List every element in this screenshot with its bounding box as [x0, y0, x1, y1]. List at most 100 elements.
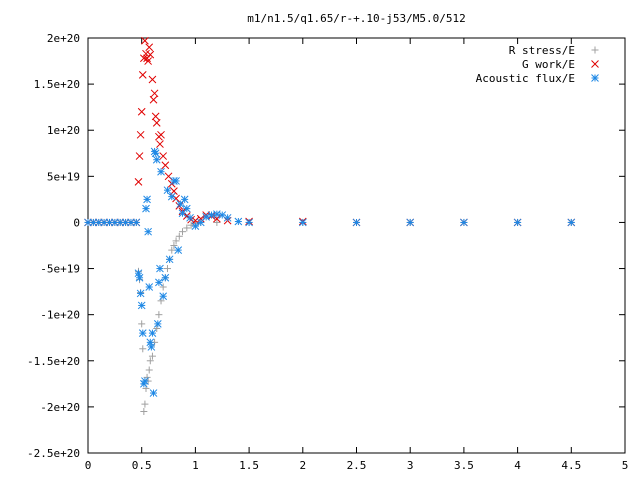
- point-acoustic-flux-e: [135, 273, 144, 282]
- point-g-work-e: [156, 140, 164, 148]
- point-g-work-e: [157, 130, 165, 139]
- point-acoustic-flux-e: [155, 278, 163, 287]
- point-acoustic-flux-e: [167, 192, 176, 201]
- series-layer: [84, 36, 576, 415]
- y-tick-label: -2.5e+20: [27, 447, 80, 460]
- x-axis: 0 0.5 1 1.5 2 2.5 3 3.5 4 4.5 5: [85, 38, 629, 472]
- point-r-stress-e: [213, 218, 221, 226]
- point-acoustic-flux-e: [165, 255, 174, 264]
- point-acoustic-flux-e: [163, 186, 172, 195]
- point-acoustic-flux-e: [143, 195, 151, 204]
- legend-label: Acoustic flux/E: [476, 72, 575, 85]
- point-acoustic-flux-e: [352, 218, 361, 227]
- x-tick-label: 4.5: [561, 459, 581, 472]
- point-r-stress-e: [163, 265, 171, 273]
- point-g-work-e: [139, 54, 148, 63]
- point-r-stress-e: [138, 320, 146, 328]
- point-g-work-e: [136, 130, 145, 139]
- point-g-work-e: [152, 118, 161, 127]
- x-tick-label: 5: [622, 459, 629, 472]
- point-r-stress-e: [145, 366, 153, 374]
- point-g-work-e: [146, 50, 155, 59]
- point-r-stress-e: [168, 246, 176, 254]
- point-g-work-e: [161, 161, 170, 170]
- point-acoustic-flux-e: [142, 204, 150, 213]
- point-g-work-e: [164, 172, 173, 181]
- point-acoustic-flux-e: [153, 320, 162, 328]
- point-acoustic-flux-e: [567, 218, 576, 227]
- point-acoustic-flux-e: [132, 218, 141, 227]
- point-r-stress-e: [183, 224, 191, 232]
- point-acoustic-flux-e: [137, 301, 146, 310]
- point-acoustic-flux-e: [223, 213, 232, 222]
- point-acoustic-flux-e: [159, 292, 168, 301]
- point-g-work-e: [134, 178, 143, 186]
- point-acoustic-flux-e: [245, 218, 253, 227]
- point-acoustic-flux-e: [156, 264, 164, 273]
- point-r-stress-e: [179, 228, 187, 236]
- point-r-stress-e: [141, 400, 149, 408]
- point-acoustic-flux-e: [134, 269, 143, 278]
- point-acoustic-flux-e: [149, 389, 158, 397]
- point-acoustic-flux-e: [174, 246, 183, 254]
- point-g-work-e: [150, 89, 159, 98]
- point-r-stress-e: [155, 311, 163, 319]
- point-g-work-e: [148, 75, 157, 84]
- x-tick-label: 4: [514, 459, 521, 472]
- point-r-stress-e: [175, 232, 183, 240]
- point-g-work-e: [144, 57, 152, 65]
- y-tick-label: 2e+20: [47, 32, 80, 45]
- chart-title: m1/n1.5/q1.65/r-+.10-j53/M5.0/512: [247, 12, 466, 25]
- point-g-work-e: [137, 107, 146, 116]
- point-r-stress-e: [172, 237, 180, 245]
- point-r-stress-e: [143, 373, 151, 381]
- point-acoustic-flux-e: [148, 329, 157, 337]
- point-acoustic-flux-e: [152, 155, 161, 164]
- series-2: [84, 147, 576, 397]
- point-acoustic-flux-e: [144, 227, 152, 236]
- x-tick-label: 1.5: [239, 459, 259, 472]
- point-acoustic-flux-e: [151, 149, 160, 158]
- point-acoustic-flux-e: [147, 343, 156, 351]
- x-tick-label: 0.5: [132, 459, 152, 472]
- point-r-stress-e: [159, 283, 167, 291]
- x-tick-label: 3: [407, 459, 414, 472]
- x-tick-label: 0: [85, 459, 92, 472]
- point-acoustic-flux-e: [191, 222, 200, 230]
- x-tick-label: 2.5: [347, 459, 367, 472]
- y-tick-label: -5e+19: [40, 263, 80, 276]
- point-acoustic-flux-e: [141, 377, 149, 385]
- point-g-work-e: [151, 112, 160, 121]
- point-acoustic-flux-e: [182, 204, 191, 213]
- point-acoustic-flux-e: [136, 289, 145, 298]
- point-acoustic-flux-e: [513, 218, 522, 227]
- point-acoustic-flux-e: [406, 218, 415, 227]
- point-r-stress-e: [187, 221, 195, 229]
- point-r-stress-e: [146, 357, 154, 365]
- point-acoustic-flux-e: [234, 217, 243, 226]
- point-acoustic-flux-e: [460, 218, 468, 227]
- point-acoustic-flux-e: [172, 177, 180, 185]
- point-acoustic-flux-e: [186, 213, 194, 222]
- point-g-work-e: [159, 152, 168, 160]
- y-tick-label: -1e+20: [40, 309, 80, 322]
- legend-marker-r-stress-e: [591, 46, 599, 54]
- point-acoustic-flux-e: [161, 273, 170, 282]
- y-tick-label: -1.5e+20: [27, 355, 80, 368]
- point-acoustic-flux-e: [202, 213, 210, 221]
- point-g-work-e: [141, 36, 149, 45]
- point-r-stress-e: [140, 408, 148, 415]
- legend-marker-g-work-e: [591, 60, 599, 68]
- point-g-work-e: [145, 43, 154, 52]
- y-tick-label: 5e+19: [47, 170, 80, 183]
- point-acoustic-flux-e: [146, 338, 155, 347]
- x-tick-label: 2: [299, 459, 306, 472]
- legend-label: G work/E: [522, 58, 575, 71]
- point-acoustic-flux-e: [180, 195, 189, 204]
- point-r-stress-e: [139, 345, 147, 353]
- point-acoustic-flux-e: [138, 329, 147, 337]
- point-r-stress-e: [148, 352, 156, 360]
- point-acoustic-flux-e: [298, 218, 307, 227]
